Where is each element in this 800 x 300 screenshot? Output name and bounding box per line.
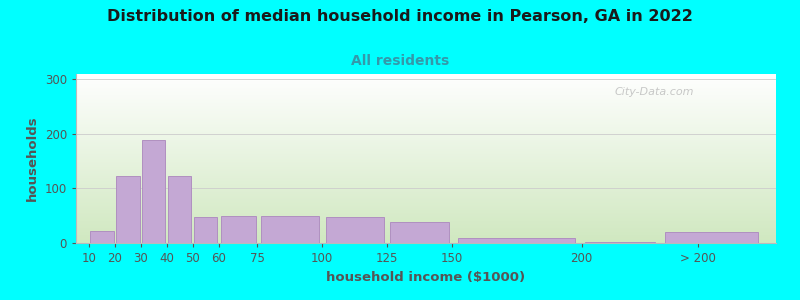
- Bar: [261, 216, 319, 243]
- Text: All residents: All residents: [351, 54, 449, 68]
- Bar: [90, 231, 114, 243]
- Bar: [390, 222, 449, 243]
- X-axis label: household income ($1000): household income ($1000): [326, 271, 526, 284]
- Text: City-Data.com: City-Data.com: [615, 87, 694, 97]
- Y-axis label: households: households: [26, 116, 39, 201]
- Bar: [326, 217, 384, 243]
- Bar: [116, 176, 139, 243]
- Text: Distribution of median household income in Pearson, GA in 2022: Distribution of median household income …: [107, 9, 693, 24]
- Bar: [142, 140, 166, 243]
- Bar: [194, 217, 218, 243]
- Bar: [586, 242, 655, 243]
- Bar: [221, 216, 255, 243]
- Bar: [168, 176, 191, 243]
- Bar: [458, 238, 575, 243]
- Bar: [665, 232, 758, 243]
